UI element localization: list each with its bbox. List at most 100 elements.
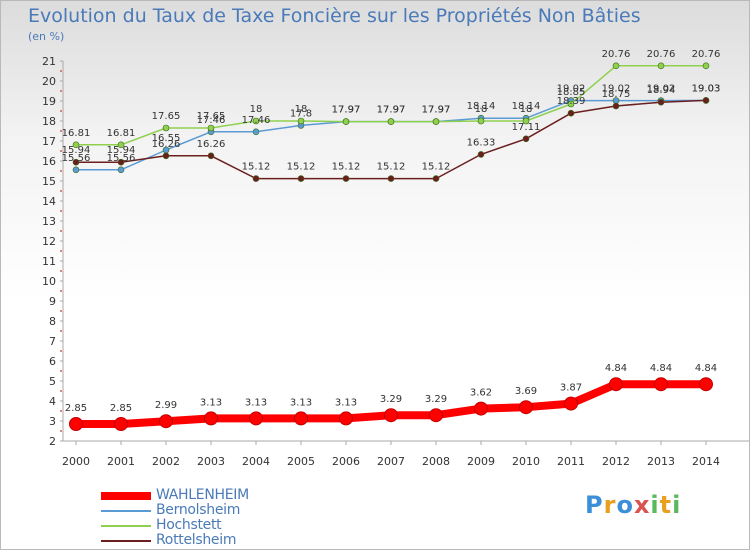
x-tick-label: 2004 bbox=[242, 455, 270, 468]
y-tick-label: 19 bbox=[42, 95, 56, 108]
y-tick-label: 21 bbox=[42, 55, 56, 68]
y-minor-tick bbox=[60, 350, 62, 352]
data-label-bernolsheim: 19.03 bbox=[692, 83, 721, 94]
y-minor-tick bbox=[60, 130, 62, 132]
legend-swatch-hochstett bbox=[101, 525, 151, 527]
data-label-rottelsheim: 18.94 bbox=[647, 85, 676, 96]
data-point-bernolsheim bbox=[72, 166, 80, 174]
x-tick-label: 2003 bbox=[197, 455, 225, 468]
y-minor-tick bbox=[60, 410, 62, 412]
data-label-rottelsheim: 15.12 bbox=[422, 162, 451, 173]
data-label-wahlenheim: 3.62 bbox=[470, 388, 492, 399]
y-minor-tick bbox=[60, 150, 62, 152]
y-minor-tick bbox=[60, 110, 62, 112]
data-label-wahlenheim: 3.13 bbox=[290, 397, 312, 408]
data-label-wahlenheim: 3.13 bbox=[200, 397, 222, 408]
data-label-hochstett: 16.81 bbox=[107, 128, 136, 139]
data-label-bernolsheim: 17.97 bbox=[422, 105, 451, 116]
data-label-rottelsheim: 15.94 bbox=[107, 145, 136, 156]
data-label-wahlenheim: 2.85 bbox=[65, 403, 87, 414]
data-point-wahlenheim bbox=[339, 411, 353, 426]
data-point-wahlenheim bbox=[69, 417, 83, 431]
x-tick-label: 2007 bbox=[377, 455, 405, 468]
data-label-wahlenheim: 3.13 bbox=[245, 397, 267, 408]
y-tick-label: 9 bbox=[49, 295, 56, 308]
y-axis-unit: (en %) bbox=[28, 30, 65, 43]
data-point-bernolsheim bbox=[252, 128, 260, 136]
data-label-bernolsheim: 17.8 bbox=[290, 108, 312, 119]
legend-swatch-wahlenheim bbox=[101, 492, 151, 500]
data-point-wahlenheim bbox=[294, 411, 308, 426]
data-label-rottelsheim: 18.75 bbox=[602, 89, 631, 100]
data-label-hochstett: 20.76 bbox=[602, 49, 631, 60]
data-label-wahlenheim: 3.29 bbox=[380, 394, 402, 405]
y-tick-label: 13 bbox=[42, 215, 56, 228]
x-tick-label: 2013 bbox=[647, 455, 675, 468]
data-label-rottelsheim: 16.33 bbox=[467, 137, 496, 148]
y-minor-tick bbox=[60, 170, 62, 172]
data-point-hochstett bbox=[477, 117, 485, 125]
data-label-rottelsheim: 16.26 bbox=[197, 139, 226, 150]
data-label-hochstett: 18.85 bbox=[557, 87, 586, 98]
data-point-rottelsheim bbox=[162, 152, 170, 160]
y-tick-label: 5 bbox=[49, 375, 56, 388]
x-tick-label: 2005 bbox=[287, 455, 315, 468]
data-point-hochstett bbox=[612, 62, 620, 70]
y-minor-tick bbox=[60, 250, 62, 252]
y-minor-tick bbox=[60, 190, 62, 192]
data-label-wahlenheim: 2.99 bbox=[155, 400, 177, 411]
data-label-hochstett: 18 bbox=[475, 104, 488, 115]
proxiti-logo: Proxiti bbox=[585, 491, 682, 519]
data-label-hochstett: 17.97 bbox=[377, 105, 406, 116]
data-point-rottelsheim bbox=[342, 175, 350, 182]
data-point-hochstett bbox=[162, 124, 170, 132]
data-label-hochstett: 17.97 bbox=[422, 105, 451, 116]
chart-title: Evolution du Taux de Taxe Foncière sur l… bbox=[28, 5, 641, 27]
data-label-bernolsheim: 18.14 bbox=[512, 101, 541, 112]
x-tick-label: 2012 bbox=[602, 455, 630, 468]
data-point-rottelsheim bbox=[117, 158, 125, 166]
y-minor-tick bbox=[60, 270, 62, 272]
data-label-bernolsheim: 19.02 bbox=[647, 84, 676, 95]
data-point-hochstett bbox=[297, 117, 305, 125]
data-point-wahlenheim bbox=[564, 396, 578, 411]
x-tick-label: 2008 bbox=[422, 455, 450, 468]
data-label-wahlenheim: 3.87 bbox=[560, 383, 582, 394]
data-point-wahlenheim bbox=[249, 411, 263, 426]
y-tick-label: 20 bbox=[42, 75, 56, 88]
y-minor-tick bbox=[60, 210, 62, 212]
data-label-rottelsheim: 19.03 bbox=[692, 83, 721, 94]
data-label-rottelsheim: 15.12 bbox=[242, 162, 271, 173]
data-point-hochstett bbox=[207, 124, 215, 132]
y-tick-label: 11 bbox=[42, 255, 56, 268]
data-point-rottelsheim bbox=[567, 109, 575, 117]
data-label-wahlenheim: 3.29 bbox=[425, 394, 447, 405]
data-label-wahlenheim: 4.84 bbox=[650, 363, 672, 374]
y-minor-tick bbox=[60, 230, 62, 232]
data-point-wahlenheim bbox=[384, 408, 398, 423]
data-point-hochstett bbox=[342, 118, 350, 125]
y-tick-label: 4 bbox=[49, 395, 56, 408]
x-tick-label: 2006 bbox=[332, 455, 360, 468]
data-point-wahlenheim bbox=[699, 377, 713, 392]
data-point-rottelsheim bbox=[702, 97, 710, 104]
data-point-rottelsheim bbox=[387, 175, 395, 182]
y-tick-label: 3 bbox=[49, 415, 56, 428]
data-point-hochstett bbox=[432, 118, 440, 125]
data-point-rottelsheim bbox=[252, 175, 260, 182]
y-tick-label: 16 bbox=[42, 155, 56, 168]
data-label-bernolsheim: 19.02 bbox=[602, 84, 631, 95]
data-point-wahlenheim bbox=[654, 377, 668, 392]
data-point-rottelsheim bbox=[72, 158, 80, 166]
data-label-bernolsheim: 17.97 bbox=[332, 105, 361, 116]
data-point-hochstett bbox=[702, 62, 710, 70]
legend-label-rottelsheim: Rottelsheim bbox=[156, 532, 237, 548]
data-point-hochstett bbox=[567, 100, 575, 108]
legend-label-hochstett: Hochstett bbox=[156, 517, 222, 533]
data-label-hochstett: 18 bbox=[520, 104, 533, 115]
data-label-wahlenheim: 3.13 bbox=[335, 397, 357, 408]
x-tick-label: 2011 bbox=[557, 455, 585, 468]
x-tick-label: 2002 bbox=[152, 455, 180, 468]
